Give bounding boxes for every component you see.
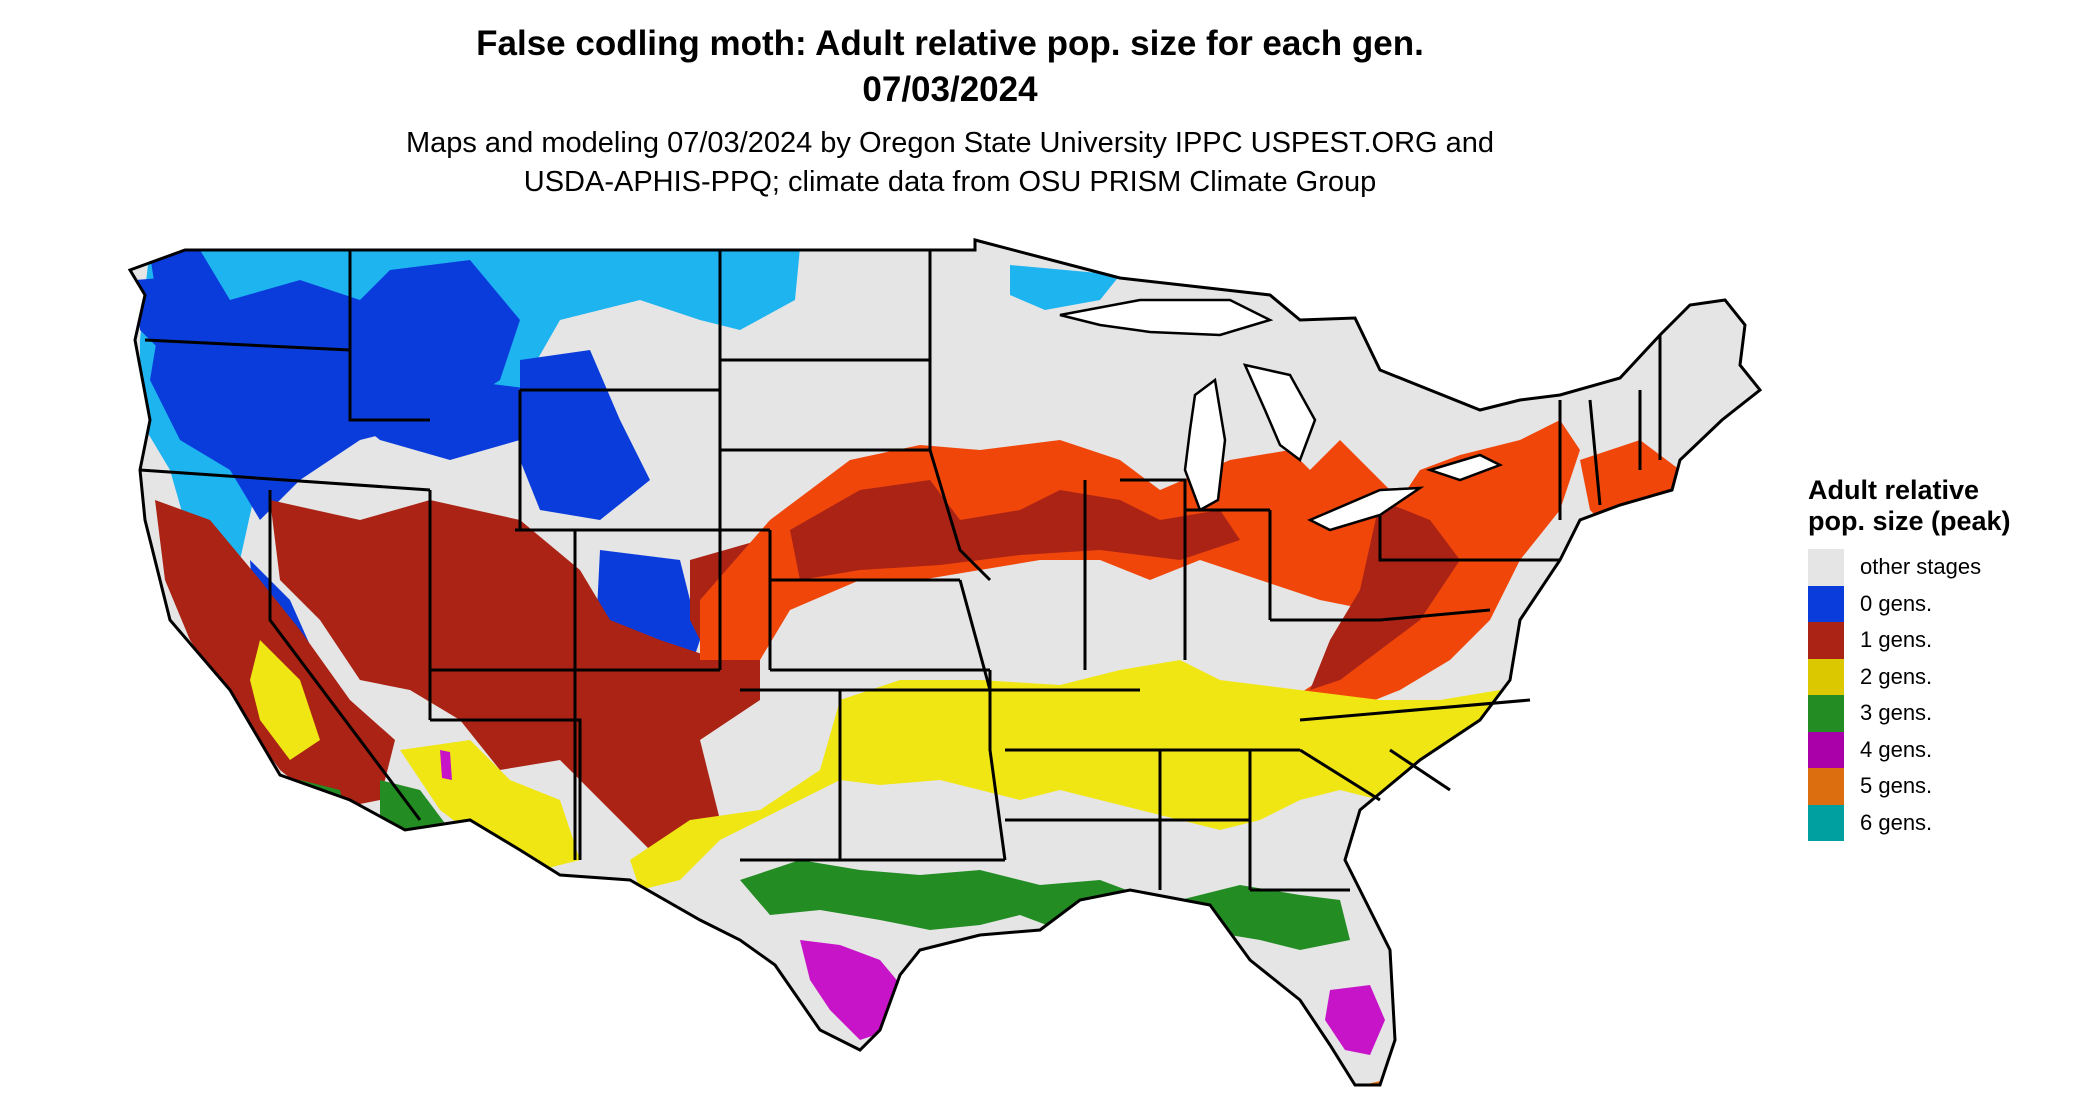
lake-michigan xyxy=(1183,377,1227,512)
legend-label: 0 gens. xyxy=(1860,590,1933,616)
legend-swatch xyxy=(1808,658,1844,695)
gen4-zone-fl xyxy=(1325,985,1385,1055)
gen2-zone-southcentral xyxy=(630,660,1530,890)
legend-item: 6 gens. xyxy=(1808,804,2028,841)
legend-swatch xyxy=(1808,804,1844,841)
legend-item: 2 gens. xyxy=(1808,658,2028,695)
lake-erie xyxy=(1307,486,1425,532)
legend-label: 6 gens. xyxy=(1860,809,1933,835)
legend-swatch xyxy=(1808,695,1844,732)
gen0-dark-zone-wa xyxy=(135,275,210,360)
us-generations-map xyxy=(127,238,1763,1087)
legend-swatch xyxy=(1808,731,1844,768)
legend-items: other stages 0 gens. 1 gens. 2 gens. 3 gens.… xyxy=(1808,549,2028,841)
us-outline xyxy=(127,238,1763,1087)
map-subtitle-line1: Maps and modeling 07/03/2024 by Oregon S… xyxy=(405,127,1495,159)
gen1-dark-zone-central-core xyxy=(790,480,1240,580)
legend-swatch xyxy=(1808,585,1844,622)
legend-item: 0 gens. xyxy=(1808,585,2028,622)
generation-zones xyxy=(130,240,1760,1085)
legend-label: other stages xyxy=(1860,554,1982,580)
legend-swatch xyxy=(1808,768,1844,805)
legend-swatch xyxy=(1808,549,1844,586)
legend-label: 1 gens. xyxy=(1860,627,1933,653)
legend-swatch xyxy=(1808,622,1844,659)
lake-superior xyxy=(1059,298,1274,337)
lake-huron xyxy=(1242,363,1317,463)
gen4-zone-tx xyxy=(800,940,905,1040)
gen0-dark-zone-wy xyxy=(520,350,650,520)
gen1-dark-zone-appalachia xyxy=(1310,500,1460,690)
state-borders xyxy=(139,250,1662,892)
gen1-dark-zone-nv-ut xyxy=(270,500,760,860)
legend-item: other stages xyxy=(1808,549,2028,586)
gen0-light-zone-mn xyxy=(1010,265,1120,310)
legend-item: 4 gens. xyxy=(1808,731,2028,768)
legend-label: 4 gens. xyxy=(1860,736,1933,762)
great-lakes xyxy=(1059,298,1504,532)
gen2-zone-sw xyxy=(250,640,320,760)
legend-label: 2 gens. xyxy=(1860,663,1933,689)
legend-label: 3 gens. xyxy=(1860,700,1933,726)
map-title-date: 07/03/2024 xyxy=(862,70,1038,109)
legend-item: 5 gens. xyxy=(1808,768,2028,805)
gen4-zone-az xyxy=(440,750,452,780)
legend-item: 3 gens. xyxy=(1808,695,2028,732)
lake-ontario xyxy=(1425,453,1504,482)
legend: Adult relative pop. size (peak) other st… xyxy=(1808,475,2028,841)
legend-title: Adult relative pop. size (peak) xyxy=(1808,475,2011,536)
legend-label: 5 gens. xyxy=(1860,773,1933,799)
map-title-line1: False codling moth: Adult relative pop. … xyxy=(476,24,1424,63)
map-subtitle-line2: USDA-APHIS-PPQ; climate data from OSU PR… xyxy=(523,166,1377,198)
legend-item: 1 gens. xyxy=(1808,622,2028,659)
